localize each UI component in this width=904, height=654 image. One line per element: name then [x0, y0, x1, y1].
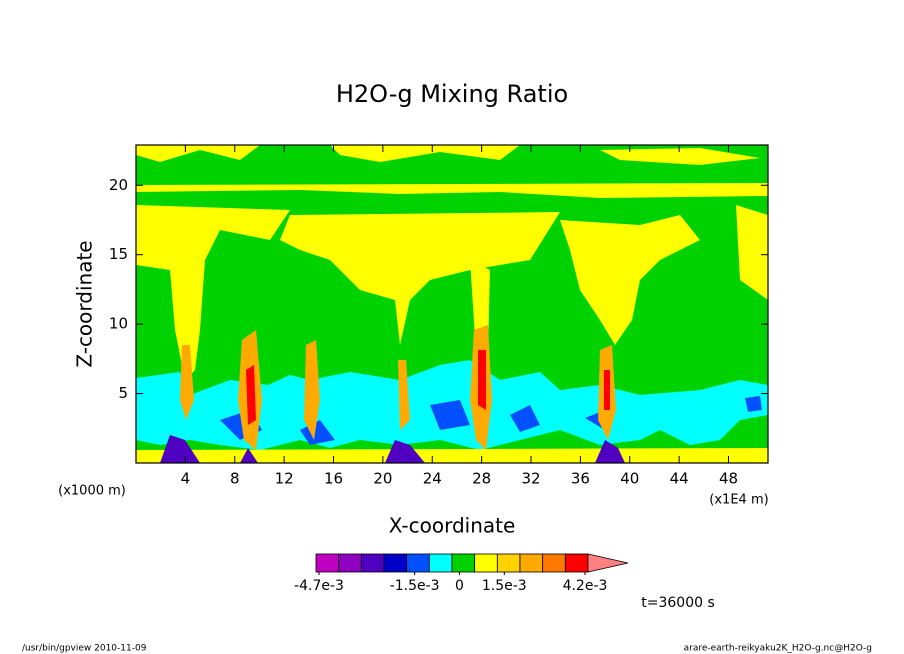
x-tick-label: 16: [324, 470, 343, 488]
footer-right: arare-earth-reikyaku2K_H2O-g.nc@H2O-g: [684, 644, 872, 654]
colorbar-box: [519, 553, 544, 573]
x-tick-label: 48: [719, 470, 738, 488]
colorbar-tick-label: -1.5e-3: [390, 578, 440, 594]
x-tick-label: 4: [181, 470, 191, 488]
x-tick-label: 12: [275, 470, 294, 488]
y-tick-label: 5: [118, 384, 128, 402]
colorbar-extend: [587, 553, 629, 573]
x-unit: (x1E4 m): [709, 493, 768, 508]
y-unit: (x1000 m): [58, 484, 126, 499]
colorbar-tick-label: 1.5e-3: [482, 578, 527, 594]
chart-title: H2O-g Mixing Ratio: [336, 80, 568, 108]
colorbar-box: [451, 553, 476, 573]
colorbar-box: [564, 553, 589, 573]
y-tick-label: 10: [109, 315, 128, 333]
colorbar-box: [383, 553, 408, 573]
colorbar-box: [428, 553, 453, 573]
x-tick-label: 8: [230, 470, 240, 488]
y-axis-label: Z-coordinate: [73, 240, 97, 367]
x-tick-label: 36: [571, 470, 590, 488]
plot-frame: [135, 144, 769, 464]
colorbar-box: [315, 553, 340, 573]
contour-field: [136, 145, 768, 463]
colorbar-tick-label: 0: [455, 578, 464, 594]
footer-left: /usr/bin/gpview 2010-11-09: [22, 644, 147, 654]
x-tick-label: 20: [373, 470, 392, 488]
x-tick-label: 32: [521, 470, 540, 488]
colorbar-tick-label: 4.2e-3: [563, 578, 608, 594]
colorbar-box: [360, 553, 385, 573]
x-tick-label: 28: [472, 470, 491, 488]
colorbar-box: [474, 553, 498, 573]
x-tick-label: 40: [620, 470, 639, 488]
colorbar-tick-label: -4.7e-3: [294, 578, 344, 594]
colorbar-box: [406, 553, 430, 573]
x-tick-label: 24: [423, 470, 442, 488]
colorbar-box: [542, 553, 566, 573]
colorbar-box: [496, 553, 521, 573]
x-tick-label: 44: [670, 470, 689, 488]
y-tick-label: 20: [109, 176, 128, 194]
x-axis-label: X-coordinate: [389, 514, 516, 538]
y-tick-label: 15: [109, 245, 128, 263]
colorbar-box: [338, 553, 362, 573]
time-label: t=36000 s: [641, 595, 715, 611]
